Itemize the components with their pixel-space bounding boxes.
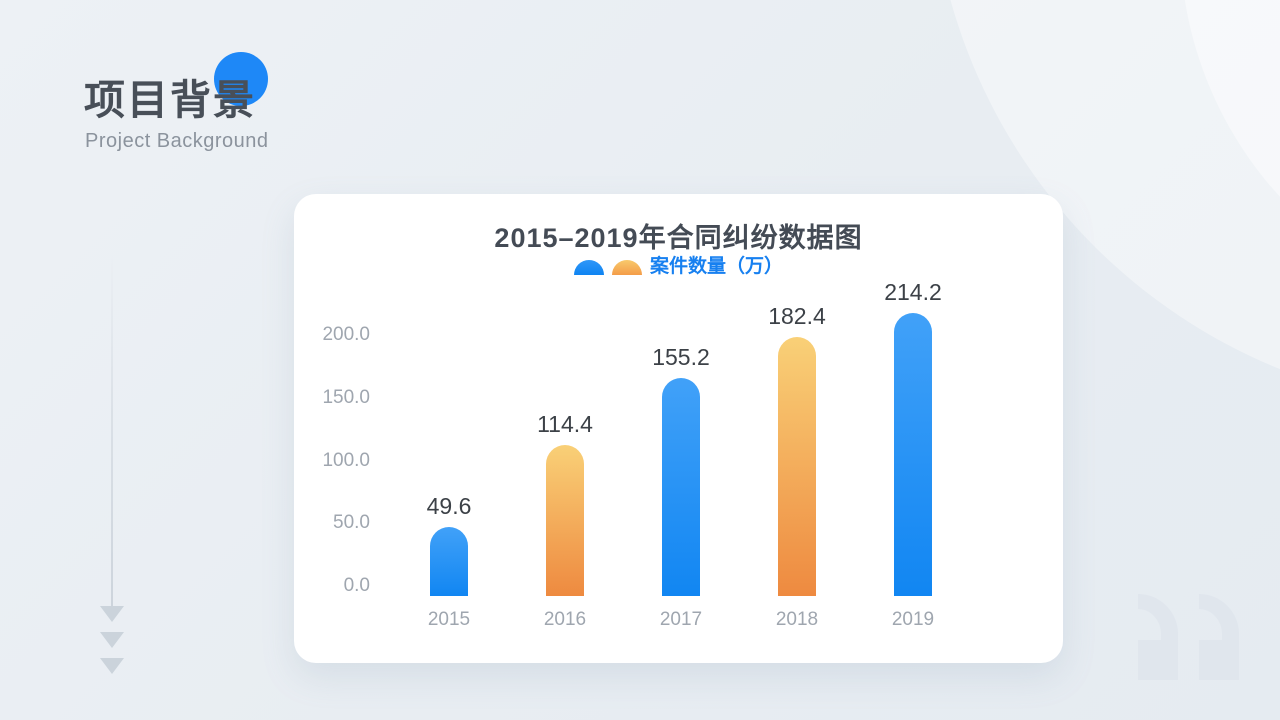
bar-2017: 155.2 [652,344,710,596]
x-tick-label: 2017 [659,609,703,630]
legend-orange-marker-icon [611,260,642,275]
legend-blue-marker-icon [573,260,604,275]
y-tick-label: 100.0 [322,449,370,471]
data-label: 182.4 [768,303,826,329]
chart-title: 2015–2019年合同纠纷数据图 [494,223,863,253]
page-title: 项目背景 [84,77,256,123]
quote-icon [1138,594,1178,680]
bar-chart: 200.0 150.0 100.0 50.0 0.0 49.6 2015 114.4 2016… [294,194,1063,663]
bar-2015: 49.6 [427,493,471,596]
accent-circle-decoration [214,52,268,106]
y-tick-label: 0.0 [343,575,370,596]
bar-2019: 214.2 [884,279,942,596]
data-label: 49.6 [426,493,472,519]
y-axis: 200.0 150.0 100.0 50.0 0.0 [294,194,370,663]
chevron-down-icon [100,632,124,648]
page-subtitle: Project Background [85,130,269,152]
y-tick-label: 150.0 [322,386,370,408]
x-tick-label: 2018 [775,609,819,630]
plot-columns: 49.6 2015 114.4 2016 155.2 2017 182.4 2018 214.2… [391,194,971,630]
data-label: 155.2 [652,344,710,370]
data-label: 114.4 [537,411,593,437]
data-label: 214.2 [884,279,942,305]
chevron-down-icon [100,606,124,622]
bar-2016: 114.4 [537,411,593,596]
bar-column: 182.4 2018 [739,194,855,630]
bar-column: 49.6 2015 [391,194,507,630]
y-tick-label: 50.0 [333,512,370,534]
legend-label: 案件数量（万） [649,256,783,277]
x-tick-label: 2015 [427,609,471,630]
bar-2018: 182.4 [768,303,826,596]
chart-card: 2015–2019年合同纠纷数据图 案件数量（万） 200.0 150.0 100.… [294,194,1063,663]
chart-legend: 案件数量（万） [294,256,1063,277]
quote-icon [1199,594,1239,680]
bar-column: 155.2 2017 [623,194,739,630]
bar-column: 214.2 2019 [855,194,971,630]
quote-marks-decoration [1138,594,1239,680]
x-tick-label: 2019 [891,609,935,630]
chevron-down-icon [100,658,124,674]
bar-column: 114.4 2016 [507,194,623,630]
background-circle-decoration [1180,0,1280,320]
x-tick-label: 2016 [543,609,587,630]
y-tick-label: 200.0 [322,324,370,345]
vertical-guide-line [111,255,113,607]
